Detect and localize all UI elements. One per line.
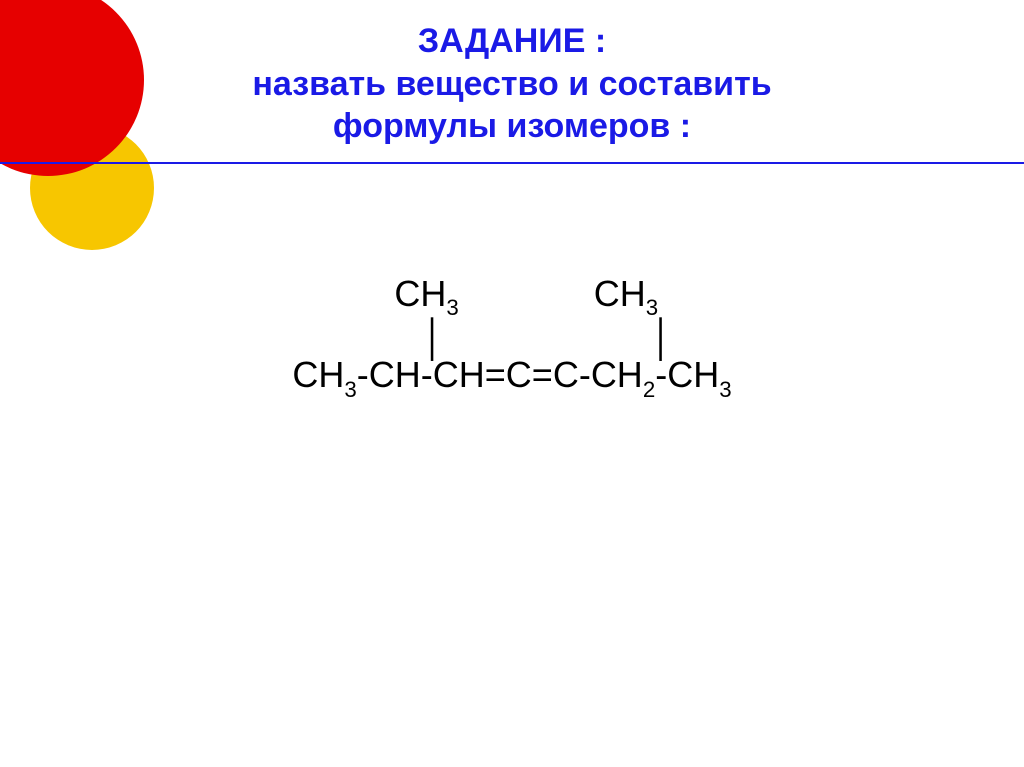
- chain-subscript: 3: [344, 377, 356, 402]
- chain-segment: -: [357, 356, 369, 394]
- chain-subscript: 3: [719, 377, 731, 402]
- chemical-formula: CH3CH3 ││ CH3-CH-CH=C=C-CH2-CH3: [0, 275, 1024, 400]
- title-divider: [0, 162, 1024, 164]
- chain-segment: C: [553, 356, 579, 394]
- chain-subscript: 2: [643, 377, 655, 402]
- formula-bond-row: ││: [292, 319, 731, 357]
- chain-segment: =: [532, 356, 553, 394]
- chain-segment: -: [655, 356, 667, 394]
- chain-segment: -: [579, 356, 591, 394]
- branch-left: CH3: [394, 275, 458, 319]
- title-line-1: ЗАДАНИЕ :: [0, 20, 1024, 63]
- chain-segment: CH: [667, 356, 719, 394]
- title-line-2: назвать вещество и составить: [0, 63, 1024, 106]
- chain-segment: CH: [591, 356, 643, 394]
- title-line-3: формулы изомеров :: [0, 105, 1024, 148]
- slide-title: ЗАДАНИЕ : назвать вещество и составить ф…: [0, 20, 1024, 148]
- chain-segment: CH: [369, 356, 421, 394]
- chain-segment: CH: [292, 356, 344, 394]
- formula-main-chain: CH3-CH-CH=C=C-CH2-CH3: [292, 356, 731, 400]
- bond-line-right: │: [651, 319, 674, 357]
- chain-segment: C: [506, 356, 532, 394]
- chain-segment: CH: [433, 356, 485, 394]
- chain-segment: =: [485, 356, 506, 394]
- chain-segment: -: [421, 356, 433, 394]
- branch-right: CH3: [594, 275, 658, 319]
- bond-line-left: │: [422, 319, 445, 357]
- formula-branch-row: CH3 CH3: [292, 275, 731, 319]
